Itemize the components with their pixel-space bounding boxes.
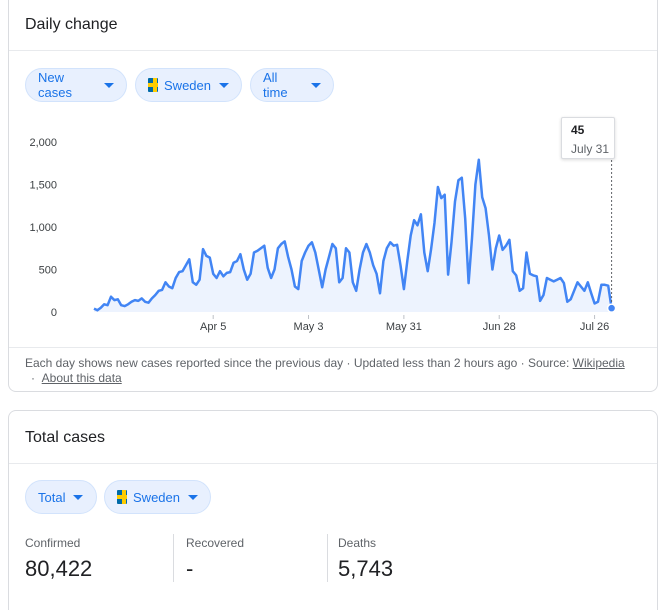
- chart-tooltip: 45 July 31: [561, 117, 615, 159]
- x-tick-label: May 3: [294, 321, 324, 333]
- caret-down-icon: [73, 494, 84, 500]
- sweden-flag-icon: [148, 78, 159, 92]
- total-cases-card: Total cases Total Sweden Confirmed 80,42…: [8, 410, 658, 610]
- series-line: [93, 158, 613, 312]
- total-metric-label: Total: [38, 489, 66, 505]
- daily-change-title: Daily change: [25, 16, 118, 33]
- stat-divider: [173, 534, 174, 582]
- total-metric-dropdown[interactable]: Total: [25, 480, 97, 514]
- confirmed-stat: Confirmed 80,422: [25, 536, 92, 588]
- country-dropdown-label: Sweden: [164, 77, 211, 93]
- caret-down-icon: [188, 494, 198, 500]
- country-dropdown[interactable]: Sweden: [135, 68, 242, 102]
- y-tick-label: 1,000: [29, 222, 57, 234]
- caret-down-icon: [104, 82, 114, 88]
- footer-divider: [9, 347, 657, 348]
- metric-dropdown[interactable]: New cases: [25, 68, 127, 102]
- tooltip-date: July 31: [571, 142, 610, 156]
- footer-text: Each day shows new cases reported since …: [25, 356, 570, 370]
- deaths-stat: Deaths 5,743: [338, 536, 393, 588]
- recovered-stat: Recovered -: [186, 536, 244, 588]
- x-tick-label: Jun 28: [483, 321, 516, 333]
- footer-separator: ·: [31, 371, 35, 385]
- chart-footer: Each day shows new cases reported since …: [25, 356, 645, 386]
- deaths-value: 5,743: [338, 556, 394, 581]
- y-tick-label: 0: [51, 307, 57, 319]
- daily-cases-chart[interactable]: 0 500 1,000 1,500 2,000 Apr 5 May 3 May 31 Jun …: [9, 110, 659, 340]
- title-divider: [9, 463, 657, 464]
- y-tick-label: 1,500: [29, 180, 57, 192]
- sweden-flag-icon: [117, 490, 128, 504]
- daily-change-card: Daily change New cases Sweden All time 0…: [8, 0, 658, 392]
- caret-down-icon: [219, 82, 229, 88]
- time-range-dropdown[interactable]: All time: [250, 68, 334, 102]
- caret-down-icon: [311, 82, 321, 88]
- title-divider: [9, 50, 657, 51]
- stat-divider: [327, 534, 328, 582]
- total-cases-title: Total cases: [25, 429, 106, 446]
- confirmed-value: 80,422: [25, 556, 93, 581]
- total-country-dropdown[interactable]: Sweden: [104, 480, 211, 514]
- about-data-link[interactable]: About this data: [41, 371, 122, 385]
- y-tick-label: 2,000: [29, 137, 57, 149]
- recovered-label: Recovered: [186, 536, 245, 550]
- recovered-value: -: [186, 556, 194, 581]
- tooltip-value: 45: [571, 123, 585, 137]
- time-range-label: All time: [263, 70, 288, 100]
- x-tick-label: Jul 26: [580, 321, 609, 333]
- x-tick-label: May 31: [386, 321, 422, 333]
- deaths-label: Deaths: [338, 536, 377, 550]
- metric-dropdown-label: New cases: [38, 70, 72, 100]
- confirmed-label: Confirmed: [25, 536, 81, 550]
- y-tick-label: 500: [39, 265, 57, 277]
- hover-point: [606, 303, 617, 313]
- source-link[interactable]: Wikipedia: [572, 356, 625, 370]
- x-tick-label: Apr 5: [200, 321, 226, 333]
- total-country-label: Sweden: [133, 489, 180, 505]
